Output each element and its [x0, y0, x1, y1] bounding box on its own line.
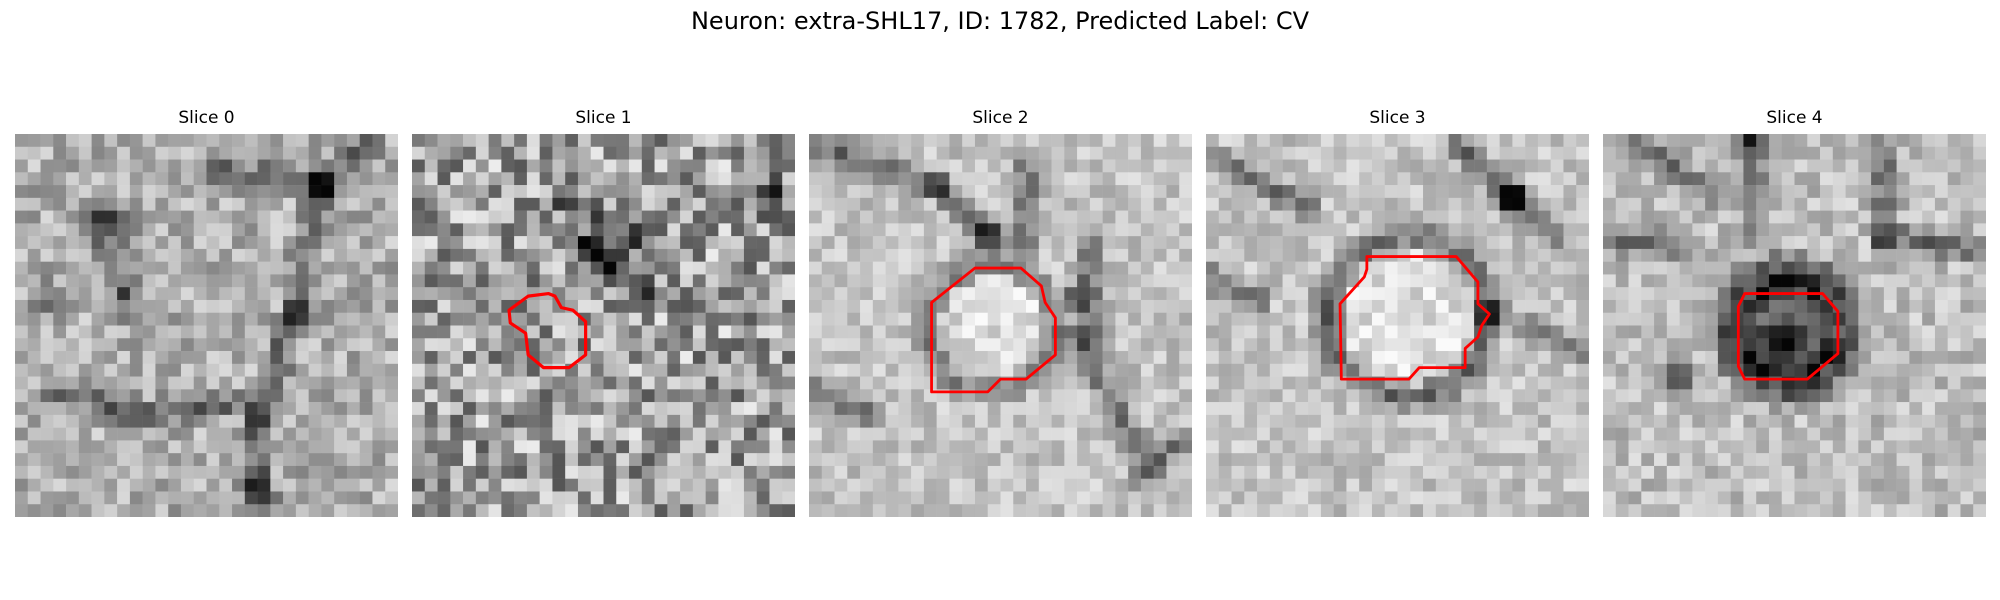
- slice-panel-0: Slice 0: [15, 108, 398, 517]
- slice-title: Slice 0: [178, 108, 235, 128]
- segmentation-contour: [1338, 255, 1491, 381]
- figure-title: Neuron: extra-SHL17, ID: 1782, Predicted…: [690, 7, 1310, 35]
- slice-title: Slice 4: [1766, 108, 1823, 128]
- slice-panel-3: Slice 3: [1206, 108, 1589, 517]
- slice-image: [15, 134, 398, 517]
- segmentation-contour: [930, 266, 1057, 394]
- slice-panel-4: Slice 4: [1603, 108, 1986, 517]
- slice-panel-1: Slice 1: [412, 108, 795, 517]
- segmentation-contour: [1736, 292, 1840, 381]
- slice-title: Slice 3: [1369, 108, 1426, 128]
- segmentation-contour: [507, 291, 588, 370]
- slice-image: [1206, 134, 1589, 517]
- slice-title: Slice 2: [972, 108, 1029, 128]
- slice-image: [1603, 134, 1986, 517]
- slice-panel-2: Slice 2: [809, 108, 1192, 517]
- slice-title: Slice 1: [575, 108, 632, 128]
- slice-image: [412, 134, 795, 517]
- slice-image: [809, 134, 1192, 517]
